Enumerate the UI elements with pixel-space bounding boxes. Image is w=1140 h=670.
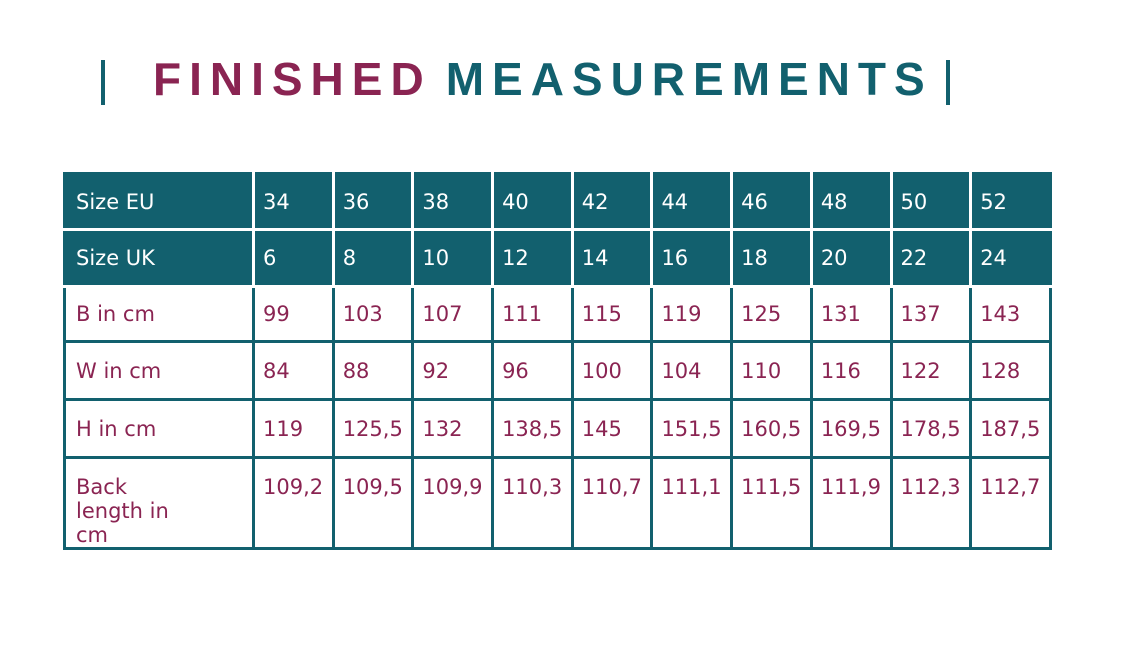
table-cell: 38 bbox=[411, 172, 495, 231]
table-cell: 34 bbox=[252, 172, 335, 231]
table-cell: 111,1 bbox=[650, 456, 734, 550]
table-cell: 103 bbox=[331, 285, 415, 343]
table-cell: 160,5 bbox=[730, 398, 813, 459]
table-cell: 115 bbox=[570, 285, 654, 343]
table-row: H in cm 119 125,5 132 138,5 145 151,5 160,5 169,… bbox=[63, 398, 1052, 459]
table-cell: 110,7 bbox=[570, 456, 654, 550]
table-cell: 131 bbox=[809, 285, 893, 343]
table-row: B in cm 99 103 107 111 115 119 125 131 137 143 bbox=[63, 285, 1052, 343]
table-cell: 48 bbox=[809, 172, 893, 231]
table-cell: 12 bbox=[491, 228, 574, 288]
table-cell: 128 bbox=[969, 340, 1052, 401]
table-cell: 111 bbox=[491, 285, 574, 343]
row-label: H in cm bbox=[63, 398, 255, 459]
table-cell: 111,5 bbox=[730, 456, 813, 550]
table-cell: 20 bbox=[809, 228, 893, 288]
row-label: Size UK bbox=[63, 228, 255, 288]
title: FINISHED MEASUREMENTS bbox=[153, 52, 933, 106]
table-cell: 109,9 bbox=[411, 456, 495, 550]
title-bar bbox=[946, 60, 950, 105]
table-cell: 88 bbox=[331, 340, 415, 401]
table-cell: 46 bbox=[730, 172, 813, 231]
table-row: Size EU 34 36 38 40 42 44 46 48 50 52 bbox=[63, 172, 1052, 231]
table-cell: 22 bbox=[889, 228, 973, 288]
table-cell: 110 bbox=[730, 340, 813, 401]
table-cell: 111,9 bbox=[809, 456, 893, 550]
table-cell: 119 bbox=[650, 285, 734, 343]
table-cell: 18 bbox=[730, 228, 813, 288]
table-cell: 104 bbox=[650, 340, 734, 401]
row-label: Back length in cm bbox=[63, 456, 255, 550]
table-cell: 14 bbox=[570, 228, 654, 288]
table-cell: 125,5 bbox=[331, 398, 415, 459]
table-cell: 40 bbox=[491, 172, 574, 231]
table-cell: 44 bbox=[650, 172, 734, 231]
table-cell: 100 bbox=[570, 340, 654, 401]
table-cell: 112,7 bbox=[969, 456, 1052, 550]
row-label: B in cm bbox=[63, 285, 255, 343]
table-cell: 50 bbox=[889, 172, 973, 231]
table-cell: 125 bbox=[730, 285, 813, 343]
title-part: MEASUREMENTS bbox=[445, 53, 933, 105]
table-cell: 187,5 bbox=[969, 398, 1052, 459]
table-cell: 109,2 bbox=[252, 456, 335, 550]
table-cell: 52 bbox=[969, 172, 1052, 231]
table-cell: 6 bbox=[252, 228, 335, 288]
table-row: Size UK 6 8 10 12 14 16 18 20 22 24 bbox=[63, 228, 1052, 288]
table-cell: 132 bbox=[411, 398, 495, 459]
row-label: Size EU bbox=[63, 172, 255, 231]
table-cell: 16 bbox=[650, 228, 734, 288]
table-cell: 138,5 bbox=[491, 398, 574, 459]
table-cell: 178,5 bbox=[889, 398, 973, 459]
table-cell: 10 bbox=[411, 228, 495, 288]
table-cell: 145 bbox=[570, 398, 654, 459]
table-cell: 24 bbox=[969, 228, 1052, 288]
table-cell: 137 bbox=[889, 285, 973, 343]
table-cell: 151,5 bbox=[650, 398, 734, 459]
table-cell: 92 bbox=[411, 340, 495, 401]
table-cell: 143 bbox=[969, 285, 1052, 343]
title-part: FINISHED bbox=[153, 53, 432, 105]
table-cell: 96 bbox=[491, 340, 574, 401]
table-row: Back length in cm 109,2 109,5 109,9 110,3 110… bbox=[63, 456, 1052, 550]
table-cell: 119 bbox=[252, 398, 335, 459]
table-cell: 112,3 bbox=[889, 456, 973, 550]
title-bar bbox=[101, 60, 105, 105]
table-cell: 42 bbox=[570, 172, 654, 231]
table-cell: 84 bbox=[252, 340, 335, 401]
table-cell: 36 bbox=[331, 172, 415, 231]
measurements-table: Size EU 34 36 38 40 42 44 46 48 50 52 Size UK 6 8 10 12… bbox=[63, 172, 1052, 550]
table-row: W in cm 84 88 92 96 100 104 110 116 122 128 bbox=[63, 340, 1052, 401]
table-cell: 99 bbox=[252, 285, 335, 343]
table-cell: 116 bbox=[809, 340, 893, 401]
table-cell: 169,5 bbox=[809, 398, 893, 459]
table-cell: 107 bbox=[411, 285, 495, 343]
table-cell: 8 bbox=[331, 228, 415, 288]
table-cell: 110,3 bbox=[491, 456, 574, 550]
table-cell: 122 bbox=[889, 340, 973, 401]
table-cell: 109,5 bbox=[331, 456, 415, 550]
row-label: W in cm bbox=[63, 340, 255, 401]
